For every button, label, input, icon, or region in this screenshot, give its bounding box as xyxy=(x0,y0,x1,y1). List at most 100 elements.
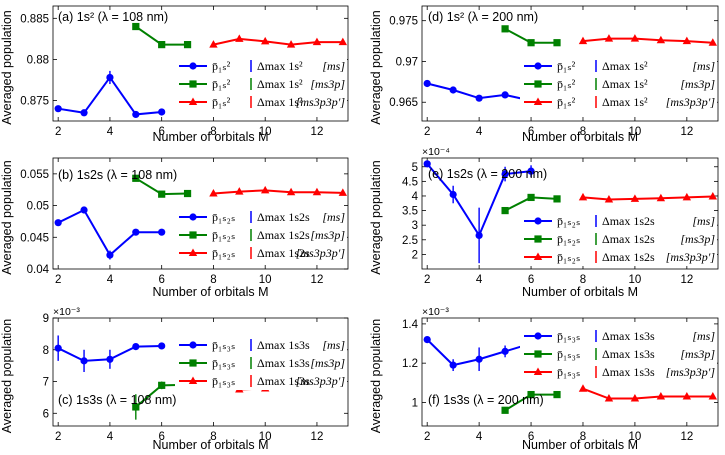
data-point xyxy=(54,219,62,227)
data-point xyxy=(106,73,114,82)
series-ms3p xyxy=(501,193,561,215)
series-ms3p xyxy=(501,25,561,47)
legend-delta-label: Δmax 1s2s xyxy=(602,250,655,264)
data-point xyxy=(286,40,296,48)
x-tick-label: 10 xyxy=(629,274,642,286)
data-point xyxy=(501,91,509,99)
legend-delta-label: Δmax 1s2s xyxy=(602,232,655,246)
data-point xyxy=(501,206,509,215)
data-point xyxy=(338,188,348,196)
x-tick-label: 6 xyxy=(158,126,164,138)
legend-model-label: [ms3p3p′] xyxy=(666,250,716,264)
x-tick-label: 2 xyxy=(55,431,61,443)
x-axis-label: Number of orbitals M xyxy=(152,438,268,452)
legend-marker xyxy=(188,97,198,105)
data-point xyxy=(553,195,561,203)
data-point xyxy=(132,174,140,182)
legend-p-label: p̄₁ₛ₃ₛ xyxy=(212,356,235,370)
legend-marker xyxy=(189,80,197,88)
y-axis-label: Averaged population xyxy=(0,10,14,124)
legend-model-label: [ms3p3p′] xyxy=(666,95,716,109)
data-point xyxy=(80,206,88,214)
legend-marker xyxy=(533,97,543,105)
x-tick-label: 2 xyxy=(55,274,61,286)
legend-marker xyxy=(188,248,198,256)
legend-model-label: [ms] xyxy=(692,59,715,73)
x-tick-label: 8 xyxy=(210,431,216,443)
series-ms3p3p xyxy=(578,384,718,402)
x-tick-label: 8 xyxy=(580,126,586,138)
data-point xyxy=(682,392,692,400)
panel-label: (a) 1s² (λ = 108 nm) xyxy=(58,10,168,24)
x-tick-label: 6 xyxy=(528,274,534,286)
data-point xyxy=(183,189,192,198)
series-ms xyxy=(54,206,166,260)
data-point xyxy=(235,187,244,195)
axis-exponent: ×10⁻³ xyxy=(53,306,80,318)
x-tick-label: 2 xyxy=(424,274,430,286)
data-point xyxy=(158,108,166,116)
x-tick-label: 4 xyxy=(107,431,114,443)
legend-marker xyxy=(189,213,197,221)
legend-model-label: [ms3p] xyxy=(680,347,715,361)
legend-background xyxy=(520,57,717,111)
legend-model-label: [ms] xyxy=(322,338,345,352)
y-tick-label: 0.97 xyxy=(396,56,418,68)
data-point xyxy=(501,406,509,414)
legend-background xyxy=(520,327,717,381)
data-point xyxy=(286,187,296,196)
data-point xyxy=(578,384,588,392)
series-ms3p xyxy=(501,390,561,414)
legend-model-label: [ms3p] xyxy=(680,232,715,246)
legend-delta-label: Δmax 1s3s xyxy=(602,365,655,379)
y-tick-label: 2.5 xyxy=(402,235,418,247)
data-point xyxy=(604,394,614,402)
legend-delta-label: Δmax 1s² xyxy=(257,77,303,91)
data-point xyxy=(656,193,666,202)
x-axis-label: Number of orbitals M xyxy=(152,285,268,299)
legend-marker xyxy=(534,80,542,88)
data-point xyxy=(80,357,88,365)
legend-p-label: p̄₁ₛ² xyxy=(212,59,231,73)
data-point xyxy=(80,109,88,117)
x-tick-label: 10 xyxy=(259,126,272,138)
panel-1: 2 4 6 8 10 12 0.965 0.97 0.975 Averaged populatio… xyxy=(369,5,719,144)
data-point xyxy=(475,355,483,363)
axis-exponent: ×10⁻³ xyxy=(422,306,449,318)
y-tick-label: 0.05 xyxy=(27,201,49,213)
legend-delta-label: Δmax 1s² xyxy=(257,59,303,73)
y-tick-label: 7 xyxy=(43,377,49,389)
series-ms xyxy=(423,160,535,264)
y-axis-label: Averaged population xyxy=(369,10,383,124)
legend-delta-label: Δmax 1s2s xyxy=(602,214,655,228)
panel-5: 2 4 6 8 10 12 1 1.2 1.4×10⁻³ Averaged population N… xyxy=(369,306,719,452)
y-axis-label: Averaged population xyxy=(369,319,383,433)
legend-p-label: p̄₁ₛ² xyxy=(212,95,231,109)
data-point xyxy=(501,170,509,178)
panel-label: (d) 1s² (λ = 200 nm) xyxy=(428,10,538,24)
data-point xyxy=(132,342,140,351)
legend: p̄₁ₛ² Δmax 1s² [ms] p̄₁ₛ² Δmax 1s² [ms3p] p̄₁ₛ… xyxy=(175,57,347,111)
legend-delta-label: Δmax 1s2s xyxy=(257,228,310,242)
y-tick-label: 8 xyxy=(43,345,49,357)
y-tick-label: 1 xyxy=(412,397,418,409)
x-tick-label: 2 xyxy=(55,126,61,138)
legend-delta-label: Δmax 1s2s xyxy=(257,246,310,260)
y-tick-label: 4 xyxy=(412,191,419,203)
series-ms3p3p xyxy=(209,185,348,197)
legend-p-label: p̄₁ₛ₂ₛ xyxy=(212,228,235,242)
data-point xyxy=(209,189,218,197)
x-tick-label: 12 xyxy=(311,274,324,286)
legend: p̄₁ₛ₃ₛ Δmax 1s3s [ms] p̄₁ₛ₃ₛ Δmax 1s3s [ms3p]… xyxy=(520,327,717,381)
legend-background xyxy=(520,212,717,266)
legend-model-label: [ms3p] xyxy=(310,356,345,370)
x-axis-label: Number of orbitals M xyxy=(152,130,268,144)
data-point xyxy=(260,185,270,194)
y-tick-label: 9 xyxy=(43,313,49,325)
x-tick-label: 10 xyxy=(259,274,272,286)
y-tick-label: 4.5 xyxy=(402,176,418,188)
legend-marker xyxy=(534,350,542,358)
x-tick-label: 2 xyxy=(424,431,430,443)
axes-frame xyxy=(52,157,349,270)
y-tick-label: 1.2 xyxy=(402,358,418,370)
